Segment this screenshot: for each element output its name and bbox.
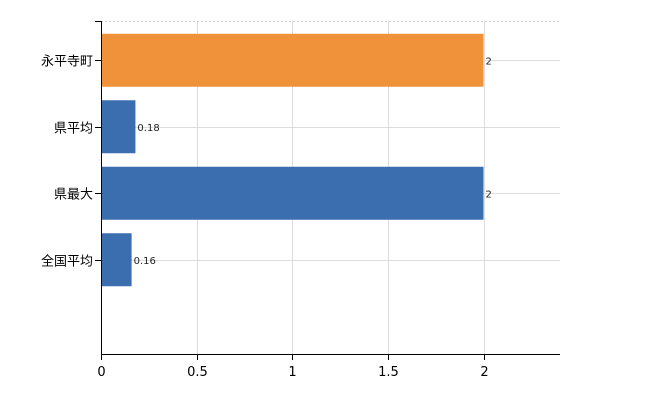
bar: [101, 233, 132, 287]
bar-value-label: 0.18: [137, 123, 159, 134]
x-tick-label: 0.5: [187, 365, 208, 380]
bar: [101, 100, 136, 154]
bar-value-label: 0.16: [134, 256, 156, 267]
x-tick-label: 1.5: [378, 365, 399, 380]
bar-value-label: 2: [486, 56, 492, 67]
y-tick-label: 県平均: [54, 122, 93, 137]
x-tick-label: 0: [97, 365, 105, 380]
y-tick-label: 県最大: [54, 188, 93, 203]
x-tick-label: 1: [288, 365, 296, 380]
bar-value-label: 2: [486, 189, 492, 200]
x-tick-label: 2: [480, 365, 488, 380]
bar: [101, 33, 484, 87]
y-tick-label: 全国平均: [41, 254, 93, 270]
y-tick-label: 永平寺町: [41, 55, 93, 70]
bar: [101, 166, 484, 220]
bars: 2 0.18 2 0.16: [101, 33, 492, 287]
